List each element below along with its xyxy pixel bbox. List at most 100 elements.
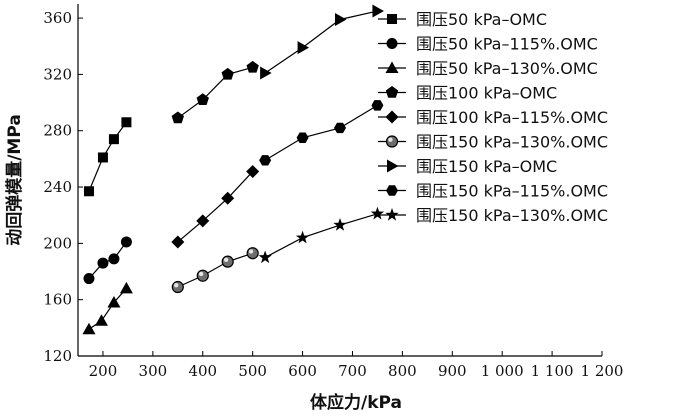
data-point	[107, 296, 121, 308]
legend-item: 围压50 kPa–115%.OMC	[378, 35, 598, 54]
pentagon-marker	[246, 60, 259, 73]
data-point	[335, 12, 347, 26]
y-axis-title: 动回弹模量/MPa	[4, 114, 25, 246]
legend-label: 围压150 kPa–130%.OMC	[416, 206, 608, 225]
y-tick-label: 240	[43, 178, 72, 196]
series-1	[83, 117, 132, 197]
legend-label: 围压100 kPa–115%.OMC	[416, 108, 608, 127]
series-8	[259, 100, 384, 166]
data-point	[97, 257, 109, 269]
series-line	[177, 252, 253, 288]
x-axis-title: 体应力/kPa	[310, 392, 402, 413]
x-tick-label: 900	[438, 362, 467, 380]
data-point	[246, 247, 259, 260]
y-tick-label: 160	[43, 291, 72, 309]
legend-item: 围压50 kPa–OMC	[378, 10, 547, 29]
x-tick-label: 1 100	[531, 362, 574, 380]
y-tick-label: 320	[43, 65, 72, 83]
data-point	[258, 250, 272, 264]
series-layer	[82, 4, 385, 335]
star-marker	[333, 218, 347, 231]
shaded-circle-highlight	[248, 249, 254, 254]
star-marker	[385, 208, 399, 221]
data-point	[108, 253, 120, 265]
data-point	[297, 41, 310, 55]
data-point	[386, 38, 398, 49]
legend-label: 围压50 kPa–130%.OMC	[416, 59, 598, 78]
legend-item: 围压150 kPa–130%.OMC	[378, 133, 608, 152]
circle-marker	[386, 38, 398, 49]
triangle-right-marker	[260, 66, 272, 80]
x-tick-label: 1 000	[481, 362, 524, 380]
data-point	[385, 86, 399, 98]
legend-label: 围压100 kPa–OMC	[416, 84, 557, 103]
data-point	[97, 152, 108, 163]
circle-marker	[83, 273, 95, 285]
square-marker	[108, 134, 119, 145]
series-5	[171, 165, 260, 249]
pentagon-marker	[385, 86, 399, 98]
square-marker	[387, 14, 397, 24]
series-line	[88, 241, 127, 279]
data-point	[295, 230, 310, 244]
star-marker	[258, 250, 272, 264]
data-point	[221, 191, 235, 205]
shaded-circle-marker	[171, 280, 184, 294]
data-point	[221, 255, 234, 268]
data-point	[333, 218, 347, 231]
series-line	[177, 171, 254, 243]
x-tick-label: 400	[188, 362, 217, 380]
data-point	[94, 314, 108, 326]
legend: 围压50 kPa–OMC 围压50 kPa–115%.OMC 围压50 kPa–13…	[378, 10, 608, 225]
data-point	[372, 4, 384, 18]
x-tick-label: 600	[288, 362, 317, 380]
diamond-marker	[246, 165, 260, 179]
data-point	[386, 185, 398, 196]
shaded-circle-marker	[221, 255, 234, 268]
diamond-marker	[221, 191, 235, 205]
series-4	[171, 60, 259, 124]
shaded-circle-highlight	[223, 257, 229, 263]
data-point	[246, 60, 259, 73]
data-point	[83, 273, 95, 285]
x-tick-label: 800	[388, 362, 417, 380]
data-point	[385, 110, 399, 124]
x-tick-label: 700	[338, 362, 367, 380]
data-point	[260, 66, 272, 80]
triangle-marker	[94, 314, 108, 326]
square-marker	[83, 186, 94, 197]
x-tick-label: 500	[238, 362, 267, 380]
data-point	[171, 235, 185, 249]
series-line	[88, 121, 127, 192]
data-point	[385, 208, 399, 221]
series-line	[264, 104, 378, 161]
shaded-circle-marker	[196, 269, 209, 282]
data-point	[121, 117, 132, 128]
y-tick-label: 360	[43, 9, 72, 27]
shaded-circle-highlight	[174, 283, 179, 288]
data-point	[387, 159, 399, 173]
triangle-right-marker	[297, 41, 310, 55]
shaded-circle-marker	[385, 135, 399, 148]
series-line	[177, 66, 253, 119]
pentagon-marker	[171, 111, 184, 124]
data-point	[108, 134, 119, 145]
circle-marker	[108, 253, 120, 265]
series-6	[171, 247, 259, 294]
pentagon-marker	[196, 93, 209, 105]
data-point	[385, 135, 399, 148]
data-point	[371, 100, 384, 111]
data-point	[334, 122, 346, 134]
triangle-right-marker	[335, 12, 347, 26]
data-point	[385, 61, 399, 73]
triangle-right-marker	[387, 159, 399, 173]
hexagon-marker	[296, 132, 309, 143]
y-tick-label: 280	[43, 122, 72, 140]
triangle-marker	[385, 61, 399, 73]
data-point	[370, 206, 385, 220]
hexagon-marker	[371, 100, 384, 111]
legend-label: 围压50 kPa–OMC	[416, 10, 547, 29]
series-line	[264, 213, 378, 258]
legend-item: 围压100 kPa–OMC	[378, 84, 557, 103]
series-7	[260, 4, 384, 80]
